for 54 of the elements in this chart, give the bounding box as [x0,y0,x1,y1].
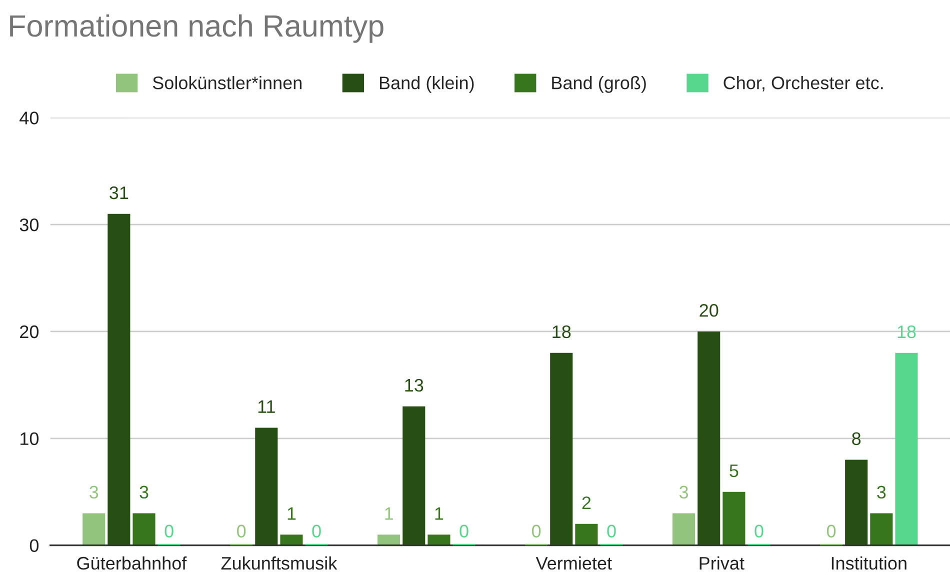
x-tick-label: Zukunftsmusik [221,556,338,570]
bar [845,460,868,546]
data-label: 0 [532,524,541,538]
y-tick-label: 10 [20,432,39,446]
bar [722,492,746,546]
data-label: 0 [826,524,836,538]
x-tick-label: Vermietet [536,556,612,570]
data-label: 2 [582,496,591,510]
data-label: 31 [110,186,128,200]
bar [280,534,303,546]
bar [428,534,450,546]
bar [550,352,573,546]
y-tick-label: 40 [20,112,39,124]
data-label: 0 [607,524,616,538]
data-label: 0 [164,524,174,538]
y-tick-label: 30 [20,218,39,232]
bar [402,406,426,546]
data-label: 11 [258,400,275,413]
data-label: 18 [552,325,571,338]
legend-label: Chor, Orchester etc. [724,76,883,92]
bar [255,428,278,546]
bar [82,513,106,546]
legend-label: Band (klein) [380,76,474,93]
data-label: 8 [852,432,861,446]
bar [672,513,696,546]
x-tick-label: Institution [832,556,906,570]
x-tick-label: Güterbahnhof [77,556,187,570]
y-tick-label: 0 [30,539,39,552]
data-label: 3 [140,486,148,499]
bar [132,513,156,546]
data-label: 1 [288,507,296,520]
bar [575,524,598,546]
legend-label: Solokünstler*innen [152,76,302,90]
legend-label: Band (groß) [552,76,646,93]
chart-title: Formationen nach Raumtyp [10,14,384,43]
x-tick-label: Privat [700,556,744,570]
data-label: 0 [312,524,321,538]
data-label: 0 [754,524,764,538]
data-label: 1 [385,507,393,520]
data-label: 20 [700,304,718,317]
data-label: 1 [435,507,444,520]
data-label: 0 [460,524,468,538]
data-label: 3 [679,486,688,499]
bar [108,214,130,546]
bar [698,331,720,546]
data-label: 0 [237,524,246,538]
bar [378,534,400,546]
data-label: 5 [730,464,738,478]
data-label: 18 [898,325,916,338]
data-label: 3 [90,486,98,499]
data-label: 13 [405,378,424,392]
bar [870,513,893,546]
data-label: 3 [877,486,886,499]
y-tick-label: 20 [20,325,39,338]
